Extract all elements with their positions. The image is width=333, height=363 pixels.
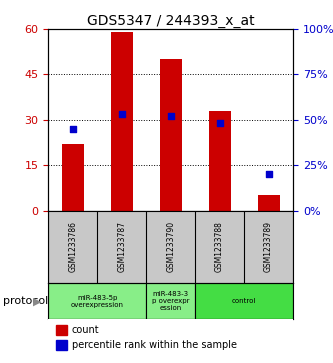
Bar — [56, 325, 67, 335]
Bar — [146, 283, 195, 319]
Point — [168, 113, 173, 119]
Text: ▶: ▶ — [33, 296, 42, 306]
Text: GSM1233789: GSM1233789 — [264, 221, 273, 272]
Bar — [56, 340, 67, 350]
Title: GDS5347 / 244393_x_at: GDS5347 / 244393_x_at — [87, 14, 254, 28]
Text: GSM1233786: GSM1233786 — [68, 221, 77, 272]
Bar — [48, 283, 146, 319]
Text: GSM1233790: GSM1233790 — [166, 221, 175, 272]
Text: GSM1233788: GSM1233788 — [215, 221, 224, 272]
Point — [119, 111, 125, 117]
Point — [266, 171, 271, 177]
Bar — [208, 111, 231, 211]
Text: miR-483-5p
overexpression: miR-483-5p overexpression — [71, 295, 124, 308]
Text: control: control — [232, 298, 256, 304]
Point — [217, 121, 222, 126]
Bar — [195, 283, 293, 319]
Bar — [62, 144, 84, 211]
Bar — [160, 59, 182, 211]
Bar — [111, 32, 133, 211]
Point — [70, 126, 76, 132]
Text: count: count — [72, 325, 99, 335]
Text: miR-483-3
p overexpr
ession: miR-483-3 p overexpr ession — [152, 291, 189, 311]
Text: percentile rank within the sample: percentile rank within the sample — [72, 340, 236, 350]
Text: GSM1233787: GSM1233787 — [117, 221, 126, 272]
Bar — [257, 195, 280, 211]
Text: protocol: protocol — [3, 296, 49, 306]
